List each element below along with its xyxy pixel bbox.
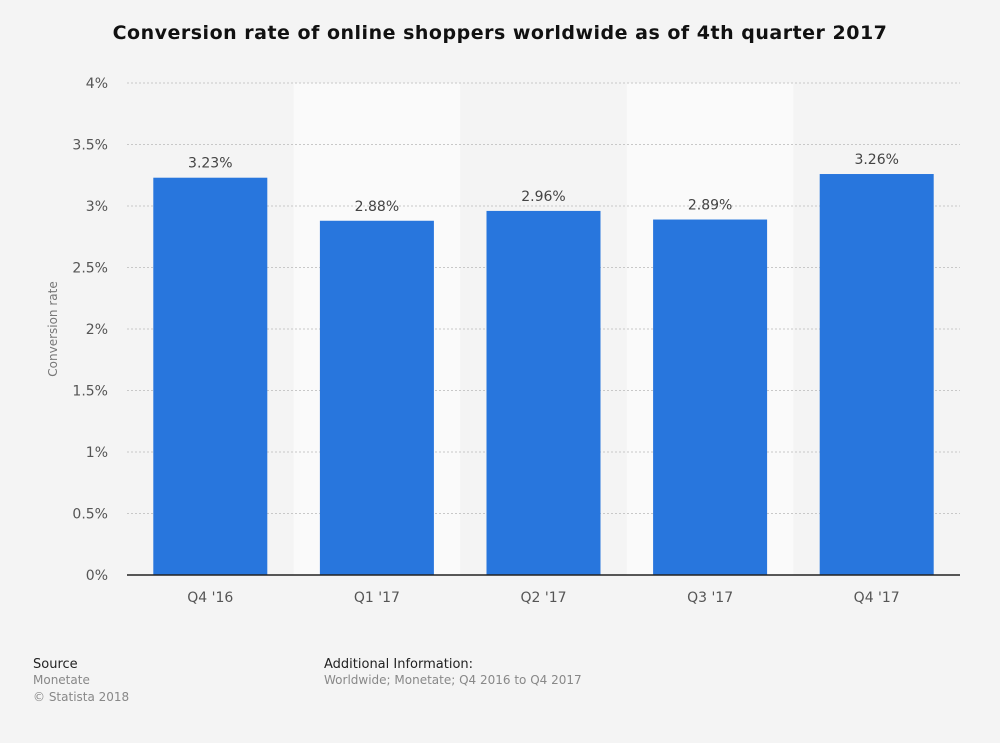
bar (819, 174, 934, 575)
data-label: 2.96% (521, 189, 565, 205)
source-label: Source (33, 657, 78, 672)
y-tick-label: 1% (86, 445, 108, 461)
y-tick-label: 0.5% (72, 507, 108, 523)
y-tick-label: 3.5% (72, 138, 108, 154)
additional-info-block: Additional Information: Worldwide; Monet… (324, 657, 582, 689)
additional-info-label: Additional Information: (324, 657, 474, 672)
y-tick-label: 3% (86, 199, 108, 215)
x-tick-label: Q2 '17 (520, 590, 566, 606)
data-label: 3.23% (188, 156, 232, 172)
source-block: Source Monetate © Statista 2018 (33, 657, 129, 706)
y-tick-label: 1.5% (72, 384, 108, 400)
data-label: 2.89% (688, 198, 732, 214)
x-tick-label: Q3 '17 (687, 590, 733, 606)
copyright: © Statista 2018 (33, 690, 130, 704)
x-tick-label: Q4 '16 (187, 590, 233, 606)
data-label: 3.26% (854, 152, 898, 168)
y-tick-label: 0% (86, 568, 108, 584)
x-tick-label: Q1 '17 (354, 590, 400, 606)
y-tick-label: 4% (86, 76, 108, 92)
y-tick-label: 2% (86, 322, 108, 338)
source-value: Monetate (33, 673, 90, 687)
x-tick-label: Q4 '17 (854, 590, 900, 606)
data-label: 2.88% (355, 199, 399, 215)
y-axis-title: Conversion rate (46, 281, 60, 376)
bar (319, 220, 434, 575)
bar (653, 219, 768, 575)
chart-title: Conversion rate of online shoppers world… (112, 22, 888, 44)
additional-info-value: Worldwide; Monetate; Q4 2016 to Q4 2017 (324, 673, 582, 687)
bar (486, 210, 601, 576)
y-tick-label: 2.5% (72, 261, 108, 277)
bar (153, 177, 268, 575)
